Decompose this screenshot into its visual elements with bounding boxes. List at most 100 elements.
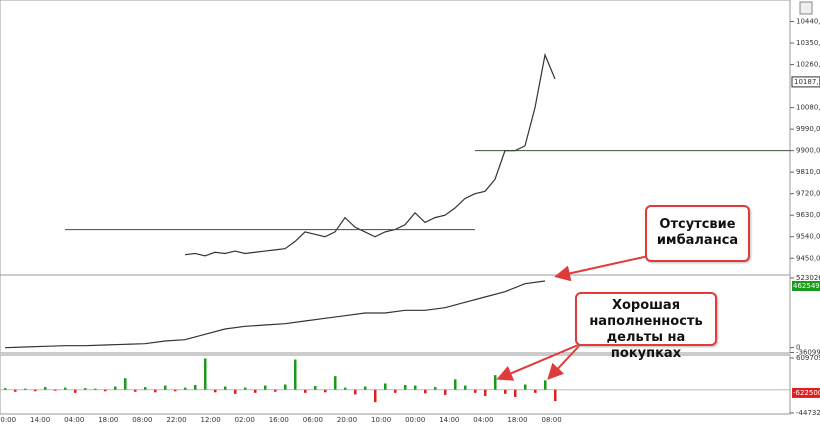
- y-tick-label: 9630,0: [796, 211, 820, 219]
- arrow: [547, 344, 581, 380]
- y-tick-label: 10260,0: [796, 61, 820, 69]
- line: [4, 280, 546, 349]
- delta-bar: [224, 386, 227, 390]
- delta-bar: [444, 389, 447, 395]
- delta-bar: [334, 376, 337, 390]
- delta-bar: [544, 380, 547, 390]
- annotation: Отсутсвие имбаланса: [645, 205, 750, 262]
- y-tick-label: 10080,0: [796, 104, 820, 112]
- delta-bar: [384, 383, 387, 390]
- delta-bar: [34, 389, 37, 392]
- time-label: 18:00: [98, 416, 118, 424]
- delta-bar: [4, 388, 7, 390]
- delta-bar: [524, 384, 527, 390]
- delta-bar: [294, 359, 297, 390]
- y-tick-label: -3609925: [796, 348, 820, 356]
- y-tick-label: -44732985: [796, 409, 820, 417]
- delta-bar: [514, 389, 517, 397]
- delta-panel: [0, 354, 791, 415]
- last-value-box: [792, 280, 820, 291]
- delta-bar: [424, 389, 427, 394]
- delta-bar: [194, 385, 197, 390]
- line: [184, 52, 556, 257]
- y-tick-label: 9900,0: [796, 147, 820, 155]
- delta-bar: [114, 386, 117, 390]
- delta-bar: [464, 385, 467, 390]
- time-label: 18:00: [507, 416, 527, 424]
- delta-bar: [214, 389, 217, 393]
- delta-bar: [374, 389, 377, 403]
- delta-bar: [134, 389, 137, 392]
- last-price-label: 10187,5: [794, 78, 820, 86]
- delta-bar: [324, 389, 327, 393]
- time-label: 14:00: [30, 416, 50, 424]
- time-label: 00:00: [405, 416, 425, 424]
- y-tick-label: 9540,0: [796, 233, 820, 241]
- time-label: 08:00: [132, 416, 152, 424]
- y-tick-label: 60970959: [796, 354, 820, 362]
- delta-bar: [94, 388, 97, 390]
- delta-bar: [344, 387, 347, 390]
- delta-bar: [174, 389, 177, 392]
- delta-bar: [504, 389, 507, 394]
- delta-bar: [484, 389, 487, 396]
- delta-bar: [394, 389, 397, 393]
- time-label: 10:00: [371, 416, 391, 424]
- delta-bar: [404, 385, 407, 390]
- delta-bar: [304, 389, 307, 393]
- time-label: 20:00: [337, 416, 357, 424]
- y-tick-label: 10440,0: [796, 18, 820, 26]
- delta-bar: [434, 387, 437, 390]
- time-label: 12:00: [201, 416, 221, 424]
- delta-bar: [64, 387, 67, 390]
- y-tick-label: 52302613: [796, 274, 820, 282]
- delta-bar: [354, 389, 357, 395]
- last-value-box: [792, 387, 820, 398]
- delta-bar: [164, 385, 167, 390]
- delta-bar: [84, 388, 87, 390]
- delta-bar: [144, 387, 147, 390]
- time-label: 02:00: [235, 416, 255, 424]
- y-tick-label: 10350,0: [796, 39, 820, 47]
- delta-bar: [314, 386, 317, 390]
- delta-bar: [24, 388, 27, 390]
- time-label: 22:00: [166, 416, 186, 424]
- annotation: Хорошая наполненность дельты на покупках: [575, 292, 717, 361]
- delta-bar: [54, 389, 57, 391]
- delta-bar: [124, 378, 127, 390]
- time-label: 16:00: [269, 416, 289, 424]
- panel-button[interactable]: [799, 1, 813, 15]
- cum-delta-panel: [0, 274, 791, 354]
- delta-bar: [494, 375, 497, 390]
- delta-bar: [154, 389, 157, 393]
- arrow: [496, 339, 591, 381]
- delta-bar: [254, 389, 257, 393]
- y-tick-label: 0: [796, 344, 800, 352]
- time-label: 08:00: [542, 416, 562, 424]
- time-label: 04:00: [473, 416, 493, 424]
- last-value-label: 46254914: [793, 282, 820, 290]
- delta-bar: [244, 387, 247, 390]
- time-label: 04:00: [64, 416, 84, 424]
- delta-bar: [454, 379, 457, 390]
- delta-bar: [414, 385, 417, 390]
- delta-bar: [74, 389, 77, 393]
- delta-bar: [554, 389, 557, 402]
- delta-bar: [274, 389, 277, 392]
- delta-bar: [184, 387, 187, 390]
- last-price-box: [791, 76, 820, 88]
- y-tick-label: 9990,0: [796, 125, 820, 133]
- y-tick-label: 9720,0: [796, 190, 820, 198]
- delta-bar: [264, 385, 267, 390]
- delta-bar: [364, 386, 367, 390]
- time-label: 06:00: [303, 416, 323, 424]
- last-value-label: -6225000: [793, 389, 820, 397]
- delta-bar: [104, 389, 107, 392]
- time-label: 00:00: [0, 416, 16, 424]
- delta-bar: [204, 358, 207, 390]
- y-tick-label: 9450,0: [796, 254, 820, 262]
- delta-bar: [234, 389, 237, 394]
- delta-bar: [14, 389, 17, 392]
